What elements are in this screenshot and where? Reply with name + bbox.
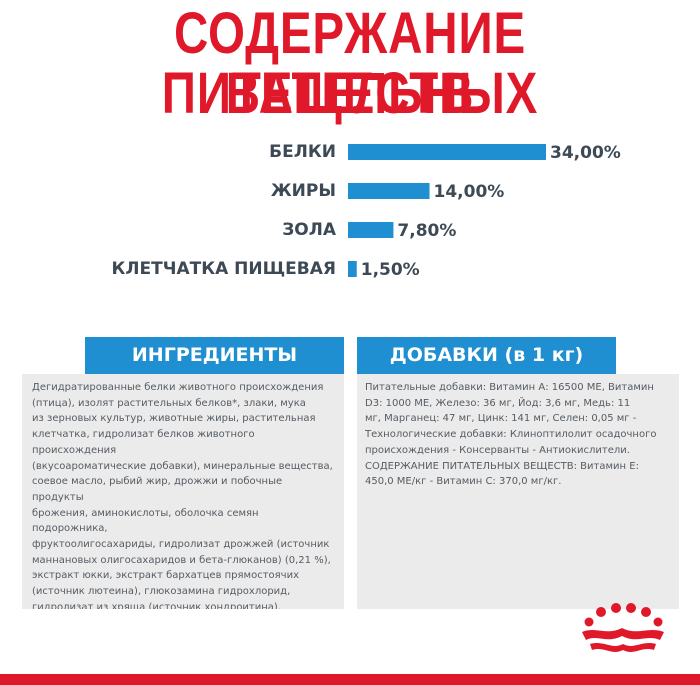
value-label: 14,00% bbox=[434, 182, 505, 202]
category-label: БЕЛКИ bbox=[269, 142, 336, 162]
category-label: КЛЕТЧАТКА ПИЩЕВАЯ bbox=[112, 259, 337, 279]
category-label: ЗОЛА bbox=[282, 220, 337, 240]
ingredients-header: ИНГРЕДИЕНТЫ bbox=[85, 337, 344, 374]
category-label: ЖИРЫ bbox=[271, 181, 336, 201]
page-title-line-1: СОДЕРЖАНИЕ ПИТАТЕЛЬНЫХ bbox=[161, 1, 539, 126]
value-label: 1,50% bbox=[361, 260, 420, 280]
value-label: 34,00% bbox=[550, 143, 621, 163]
ingredients-text: Дегидратированные белки животного происх… bbox=[22, 374, 344, 609]
nutrient-bar-chart: БЕЛКИ 34,00% ЖИРЫ 14,00% ЗОЛА 7,80% КЛЕТЧАТКА … bbox=[112, 142, 621, 280]
page-title-line-2: ВЕЩЕСТВ bbox=[225, 61, 475, 126]
crown-icon bbox=[582, 603, 664, 652]
bottom-accent-line bbox=[0, 674, 700, 685]
bar bbox=[348, 183, 430, 199]
value-label: 7,80% bbox=[397, 221, 456, 241]
additives-header: ДОБАВКИ (в 1 кг) bbox=[357, 337, 616, 374]
bar bbox=[348, 144, 546, 160]
additives-text: Питательные добавки: Витамин А: 16500 МЕ… bbox=[357, 374, 679, 609]
bar bbox=[348, 222, 394, 238]
bar bbox=[348, 261, 357, 277]
